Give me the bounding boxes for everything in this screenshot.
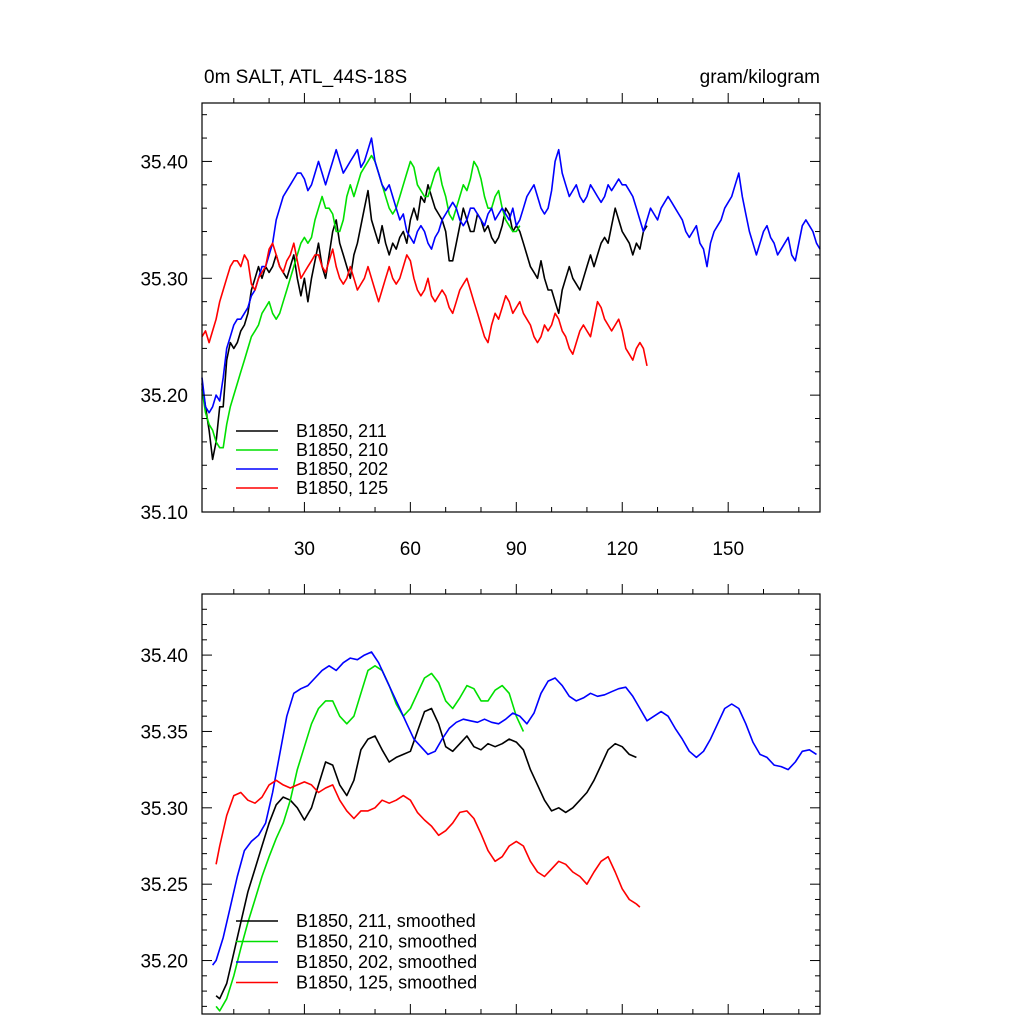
top-panel-frame bbox=[201, 102, 821, 513]
top-series-line-2 bbox=[201, 137, 821, 414]
bottom-panel-lines bbox=[211, 651, 817, 1012]
top-y-tick-label-1: 35.20 bbox=[140, 386, 188, 407]
top-series-line-3 bbox=[201, 242, 648, 367]
bottom-y-tick-label-4: 35.40 bbox=[140, 646, 188, 667]
top-y-tick-label-2: 35.30 bbox=[140, 269, 188, 290]
top-panel-title: 0m SALT, ATL_44S-18S bbox=[204, 67, 407, 88]
bottom-series-line-0 bbox=[215, 707, 637, 1000]
top-y-tick-label-3: 35.40 bbox=[140, 152, 188, 173]
bottom-y-tick-label-3: 35.35 bbox=[140, 722, 188, 743]
top-panel-lines bbox=[201, 137, 821, 461]
bottom-legend-label-0: B1850, 211, smoothed bbox=[296, 911, 476, 931]
top-x-tick-label-2: 90 bbox=[506, 539, 527, 560]
bottom-series-line-2 bbox=[211, 651, 817, 966]
top-y-tick-label-0: 35.10 bbox=[140, 503, 188, 524]
top-x-tick-label-4: 150 bbox=[712, 539, 744, 560]
bottom-series-line-3 bbox=[215, 779, 641, 908]
top-legend-label-0: B1850, 211 bbox=[296, 421, 387, 441]
bottom-y-tick-label-1: 35.25 bbox=[140, 875, 188, 896]
bottom-panel-frame bbox=[201, 593, 821, 1015]
top-legend-label-2: B1850, 202 bbox=[296, 459, 388, 479]
bottom-panel: 35.20 35.25 35.30 35.35 35.40 B1850, 211, sm… bbox=[140, 584, 821, 1015]
bottom-series-line-1 bbox=[215, 664, 525, 1012]
top-x-tick-label-1: 60 bbox=[400, 539, 421, 560]
top-legend-label-1: B1850, 210 bbox=[296, 440, 388, 460]
top-panel: 0m SALT, ATL_44S-18S gram/kilogram 35.10… bbox=[140, 67, 821, 560]
top-series-line-1 bbox=[201, 154, 521, 449]
bottom-panel-axes: 35.20 35.25 35.30 35.35 35.40 bbox=[140, 584, 820, 1014]
top-x-tick-label-0: 30 bbox=[294, 539, 315, 560]
top-x-tick-label-3: 120 bbox=[606, 539, 638, 560]
top-panel-axes: 35.10 35.20 35.30 35.40 30 60 90 120 150 bbox=[140, 93, 820, 560]
bottom-y-tick-label-2: 35.30 bbox=[140, 799, 188, 820]
bottom-legend-label-3: B1850, 125, smoothed bbox=[296, 973, 477, 993]
bottom-legend-label-1: B1850, 210, smoothed bbox=[296, 932, 477, 952]
bottom-legend-label-2: B1850, 202, smoothed bbox=[296, 952, 477, 972]
top-legend-label-3: B1850, 125 bbox=[296, 478, 388, 498]
bottom-y-tick-label-0: 35.20 bbox=[140, 952, 188, 973]
top-panel-units: gram/kilogram bbox=[700, 67, 820, 88]
